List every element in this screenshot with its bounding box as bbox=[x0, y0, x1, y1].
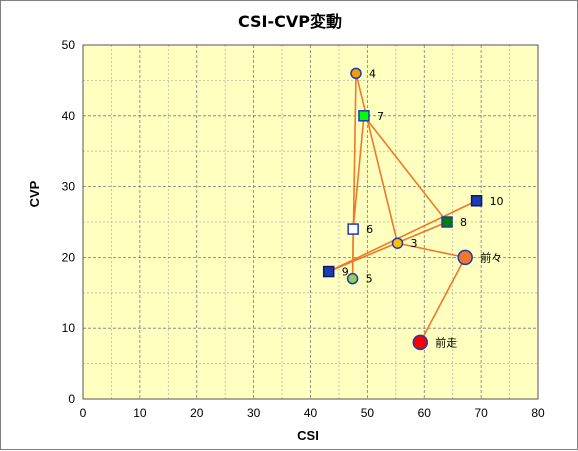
y-tick-label: 50 bbox=[62, 38, 76, 52]
point-label: 7 bbox=[377, 110, 384, 123]
point-label: 5 bbox=[366, 273, 373, 286]
point-label: 前走 bbox=[435, 335, 457, 349]
y-tick-label: 30 bbox=[62, 180, 76, 194]
x-axis-title: CSI bbox=[297, 428, 319, 443]
point-marker bbox=[350, 67, 362, 80]
x-tick-label: 30 bbox=[247, 406, 261, 420]
point-label: 3 bbox=[411, 237, 418, 250]
x-tick-label: 10 bbox=[133, 406, 147, 420]
point-label: 8 bbox=[460, 216, 467, 229]
point-marker bbox=[412, 334, 429, 351]
x-tick-label: 20 bbox=[190, 406, 204, 420]
point-marker bbox=[441, 216, 453, 228]
y-tick-label: 20 bbox=[62, 250, 76, 264]
grid-lines bbox=[83, 45, 538, 399]
point-marker bbox=[391, 237, 404, 249]
point-label: 6 bbox=[366, 223, 373, 236]
y-tick-labels: 0 10 20 30 40 50 bbox=[62, 38, 76, 406]
point-label: 9 bbox=[342, 266, 349, 279]
plot-border bbox=[82, 44, 539, 400]
y-axis-title: CVP bbox=[27, 180, 42, 207]
x-tick-label: 0 bbox=[80, 406, 87, 420]
series-line bbox=[328, 73, 477, 343]
point-marker bbox=[470, 195, 483, 207]
y-tick-label: 40 bbox=[62, 109, 76, 123]
y-tick-label: 0 bbox=[68, 392, 75, 406]
point-label: 4 bbox=[369, 67, 376, 80]
x-tick-label: 50 bbox=[361, 406, 375, 420]
point-marker bbox=[358, 110, 370, 122]
point-marker bbox=[322, 265, 335, 278]
x-tick-labels: 0 10 20 30 40 50 60 70 80 bbox=[80, 406, 545, 420]
x-tick-label: 60 bbox=[418, 406, 432, 420]
x-tick-label: 80 bbox=[531, 406, 545, 420]
point-marker bbox=[346, 272, 359, 285]
point-labels: 前走 前々 3 4 5 6 7 8 9 10 bbox=[342, 67, 504, 349]
y-tick-label: 10 bbox=[62, 321, 76, 335]
point-label: 前々 bbox=[480, 250, 502, 264]
x-tick-label: 40 bbox=[304, 406, 318, 420]
connecting-lines bbox=[328, 73, 477, 343]
data-points bbox=[322, 67, 483, 351]
point-marker bbox=[347, 223, 359, 235]
point-marker bbox=[457, 249, 473, 266]
chart-title: CSI-CVP変動 bbox=[238, 12, 342, 31]
x-tick-label: 70 bbox=[474, 406, 488, 420]
point-label: 10 bbox=[490, 195, 504, 208]
axes bbox=[82, 44, 539, 400]
